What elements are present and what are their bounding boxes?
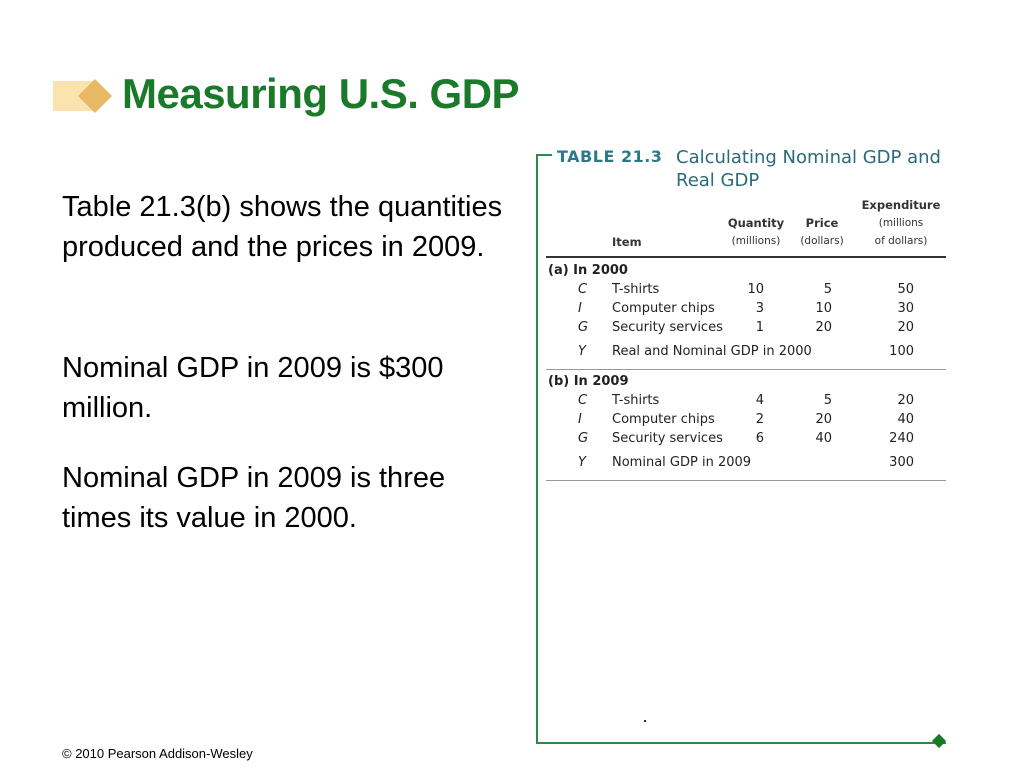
row-symbol: I xyxy=(578,412,582,427)
row-expenditure: 20 xyxy=(897,393,914,408)
section-label-b: (b) In 2009 xyxy=(548,374,629,389)
row-price: 5 xyxy=(823,393,832,408)
header-expenditure: Expenditure (millions of dollars) xyxy=(856,196,946,250)
table-row: C T-shirts 10 5 50 xyxy=(546,282,946,301)
row-item: Real and Nominal GDP in 2000 xyxy=(612,344,812,359)
header-expenditure-unit-2: of dollars) xyxy=(874,235,928,247)
row-quantity: 3 xyxy=(755,301,764,316)
table-bottom-rule xyxy=(546,480,946,481)
row-price: 10 xyxy=(815,301,832,316)
body-paragraph-1: Table 21.3(b) shows the quantities produ… xyxy=(62,191,503,263)
header-expenditure-label: Expenditure xyxy=(861,198,941,212)
header-price-label: Price xyxy=(805,216,839,230)
table-total-row: Y Real and Nominal GDP in 2000 100 xyxy=(546,344,946,363)
table-row: G Security services 1 20 20 xyxy=(546,320,946,339)
row-expenditure: 30 xyxy=(897,301,914,316)
row-expenditure: 50 xyxy=(897,282,914,297)
table-row: G Security services 6 40 240 xyxy=(546,431,946,450)
row-symbol: G xyxy=(578,320,589,335)
header-price-unit: (dollars) xyxy=(800,235,844,247)
table-caption: Calculating Nominal GDP and Real GDP xyxy=(676,147,941,191)
row-item: T-shirts xyxy=(612,393,660,408)
row-item: Computer chips xyxy=(612,301,715,316)
title-decoration-icon xyxy=(53,79,112,113)
table-total-row: Y Nominal GDP in 2009 300 xyxy=(546,455,946,474)
section-label-a: (a) In 2000 xyxy=(548,263,628,278)
row-price: 20 xyxy=(815,412,832,427)
row-quantity: 4 xyxy=(755,393,764,408)
row-quantity: 6 xyxy=(755,431,764,446)
header-item: Item xyxy=(612,235,642,249)
body-paragraph-2: Nominal GDP in 2009 is $300 million. xyxy=(62,352,444,424)
row-item: Security services xyxy=(612,431,723,446)
slide-title: Measuring U.S. GDP xyxy=(122,70,520,117)
row-item: Security services xyxy=(612,320,723,335)
header-quantity: Quantity (millions) xyxy=(724,214,788,250)
row-quantity: 2 xyxy=(755,412,764,427)
header-expenditure-unit-1: (millions xyxy=(878,217,924,229)
row-symbol: I xyxy=(578,301,582,316)
row-symbol: Y xyxy=(578,344,586,359)
row-expenditure: 100 xyxy=(889,344,914,359)
row-symbol: C xyxy=(578,393,588,408)
header-price: Price (dollars) xyxy=(794,214,850,250)
row-expenditure: 240 xyxy=(889,431,914,446)
row-expenditure: 20 xyxy=(897,320,914,335)
row-expenditure: 300 xyxy=(889,455,914,470)
row-quantity: 1 xyxy=(755,320,764,335)
row-expenditure: 40 xyxy=(897,412,914,427)
row-item: Computer chips xyxy=(612,412,715,427)
body-paragraph-3: Nominal GDP in 2009 is three times its v… xyxy=(62,462,446,534)
table-row: I Computer chips 3 10 30 xyxy=(546,301,946,320)
table-number: TABLE 21.3 xyxy=(557,147,663,166)
section-rule xyxy=(546,369,946,370)
table-row: C T-shirts 4 5 20 xyxy=(546,393,946,412)
header-rule xyxy=(546,256,946,258)
table-row: I Computer chips 2 20 40 xyxy=(546,412,946,431)
row-item: Nominal GDP in 2009 xyxy=(612,455,752,470)
copyright-footer: © 2010 Pearson Addison-Wesley xyxy=(62,746,253,761)
row-price: 20 xyxy=(815,320,832,335)
row-symbol: G xyxy=(578,431,589,446)
row-item: T-shirts xyxy=(612,282,660,297)
row-symbol: C xyxy=(578,282,588,297)
row-price: 5 xyxy=(823,282,832,297)
row-price: 40 xyxy=(815,431,832,446)
figure-frame-tick xyxy=(536,154,552,156)
row-quantity: 10 xyxy=(747,282,764,297)
figure-dot xyxy=(644,720,646,722)
figure-frame xyxy=(536,154,946,744)
header-quantity-label: Quantity xyxy=(727,216,785,230)
header-quantity-unit: (millions) xyxy=(731,235,781,247)
row-symbol: Y xyxy=(578,455,586,470)
